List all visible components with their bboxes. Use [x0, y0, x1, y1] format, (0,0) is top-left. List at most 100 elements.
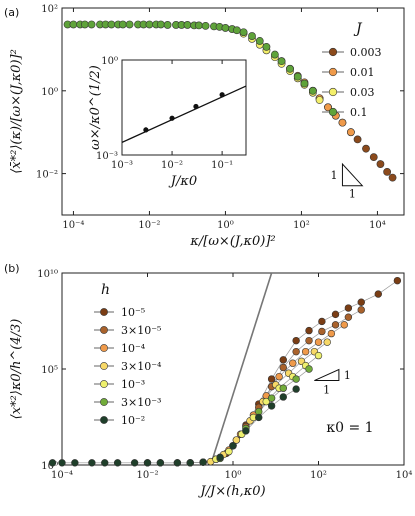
panel-b-legend-marker	[100, 398, 108, 406]
panel-b-slope-vertical-label: 1	[344, 369, 351, 382]
panel-b-legend-marker	[100, 416, 108, 424]
panel-a-point	[125, 20, 134, 29]
panel-a-y-axis-label: ⟨x̄*²⟩(κ)/[ω×(J,κ0)]²	[9, 49, 24, 174]
panel-b-point	[262, 397, 270, 406]
panel-a-x-tick-label: 10⁻⁴	[62, 220, 84, 231]
panel-b-point	[267, 375, 276, 383]
panel-a-point	[346, 128, 355, 137]
panel-b-legend-label: 10⁻²	[121, 414, 145, 427]
panel-b-point	[156, 459, 165, 467]
inset-frame	[121, 59, 247, 156]
panel-b-label: (b)	[4, 262, 20, 275]
panel-b-point	[305, 365, 313, 373]
panel-b-point	[292, 385, 300, 393]
panel-a-legend-label: 0.003	[350, 46, 382, 59]
panel-b-point	[130, 459, 139, 467]
panel-a-slope-vertical-label: 1	[330, 169, 337, 182]
panel-a-point	[87, 20, 96, 29]
panel-b-point	[344, 313, 353, 321]
panel-b-x-tick-label: 10⁴	[396, 470, 413, 481]
panel-b-point	[292, 336, 300, 345]
panel-b-point	[279, 356, 287, 364]
panel-a-point	[315, 96, 324, 104]
panel-a-x-axis-label: κ/[ω×(J,κ0)]²	[189, 234, 275, 249]
panel-a-point	[338, 118, 347, 127]
panel-b-point	[186, 459, 194, 467]
panel-a-x-tick-label: 10⁰	[217, 220, 234, 231]
panel-b: 10⁻⁴ 10⁻² 10⁰ 10² 10⁴ 10⁰ 10⁵ 10¹⁰ (b) J/J×(h,κ0)…	[4, 262, 412, 499]
panel-b-point	[199, 458, 207, 466]
panel-a-point	[286, 64, 294, 73]
panel-b-point	[292, 375, 300, 383]
panel-a-point	[353, 135, 362, 144]
inset-point	[143, 127, 149, 133]
panel-b-point	[232, 436, 241, 444]
inset-background	[68, 48, 254, 189]
panel-b-point	[331, 321, 340, 329]
panel-a-point	[383, 167, 392, 176]
panel-b-point	[340, 321, 348, 329]
panel-a-point	[118, 20, 127, 29]
panel-a-legend-marker	[328, 87, 338, 97]
panel-b-point	[225, 447, 233, 456]
panel-b-x-axis-label: J/J×(h,κ0)	[197, 484, 265, 499]
panel-a-point	[194, 21, 203, 30]
panel-b-point	[279, 363, 287, 372]
panel-a-point	[183, 21, 192, 29]
panel-a-x-tick-label: 10⁻²	[138, 220, 160, 231]
panel-b-legend-marker	[100, 362, 108, 370]
panel-a-point	[69, 20, 78, 29]
panel-a-point	[145, 20, 154, 29]
panel-b-point	[314, 338, 323, 346]
panel-a-point	[232, 26, 241, 35]
panel-b-legend-marker	[100, 326, 108, 334]
panel-b-point	[229, 442, 237, 450]
panel-b-y-tick-label: 10¹⁰	[37, 269, 58, 280]
inset-x-tick-label: 10⁻²	[161, 160, 183, 171]
inset-point	[219, 92, 225, 98]
panel-a-point	[80, 20, 89, 29]
panel-b-point	[173, 459, 182, 467]
panel-b-y-axis-label: ⟨x*²⟩κ0/h^(4/3)	[9, 319, 24, 420]
panel-b-point	[301, 347, 310, 356]
panel-b-slope-triangle	[314, 368, 340, 382]
panel-a-point	[376, 160, 385, 168]
panel-a-legend-title: J	[353, 21, 363, 37]
panel-a-point	[369, 153, 378, 162]
inset-point	[193, 103, 199, 110]
panel-b-point	[279, 393, 287, 401]
panel-b-point	[374, 290, 382, 298]
panel-b-point	[113, 459, 122, 467]
inset-y-tick-label: 10⁰	[101, 56, 118, 67]
panel-b-legend-label: 10⁻³	[121, 378, 145, 391]
panel-b-point	[331, 310, 340, 319]
panel-a-point	[362, 144, 370, 153]
inset-x-tick-label: 10⁻³	[111, 160, 133, 171]
panel-b-point	[279, 384, 287, 392]
panel-a-x-tick-label: 10⁴	[369, 220, 386, 231]
panel-b-point	[88, 459, 96, 467]
panel-a-frame	[61, 7, 405, 216]
panel-a-legend-marker	[328, 47, 338, 57]
panel-b-legend-title: h	[101, 282, 110, 298]
panel-b-point	[327, 329, 336, 338]
panel-a-y-tick-label: 10⁰	[41, 87, 58, 98]
panel-b-point	[242, 427, 250, 435]
panel-b-point	[357, 306, 365, 314]
panel-a-y-tick-label: 10⁻²	[36, 170, 58, 181]
panel-b-point	[323, 338, 331, 346]
panel-b-point	[143, 459, 152, 467]
panel-a-slope-horizontal-label: 1	[349, 188, 356, 201]
panel-b-point	[267, 402, 276, 410]
panel-a-legend-label: 0.1	[350, 106, 368, 119]
panel-b-point	[305, 326, 313, 335]
inset-y-axis-label: ω×/κ0^(1/2)	[88, 65, 103, 150]
panel-a-legend-marker	[328, 67, 338, 77]
panel-b-legend-label: 10⁻⁴	[121, 342, 146, 355]
panel-a-point	[107, 20, 116, 29]
panel-b-y-tick-label: 10⁵	[41, 365, 58, 376]
panel-b-frame	[61, 272, 405, 466]
panel-a-slope-triangle	[341, 162, 364, 187]
panel-a-point	[270, 50, 279, 59]
